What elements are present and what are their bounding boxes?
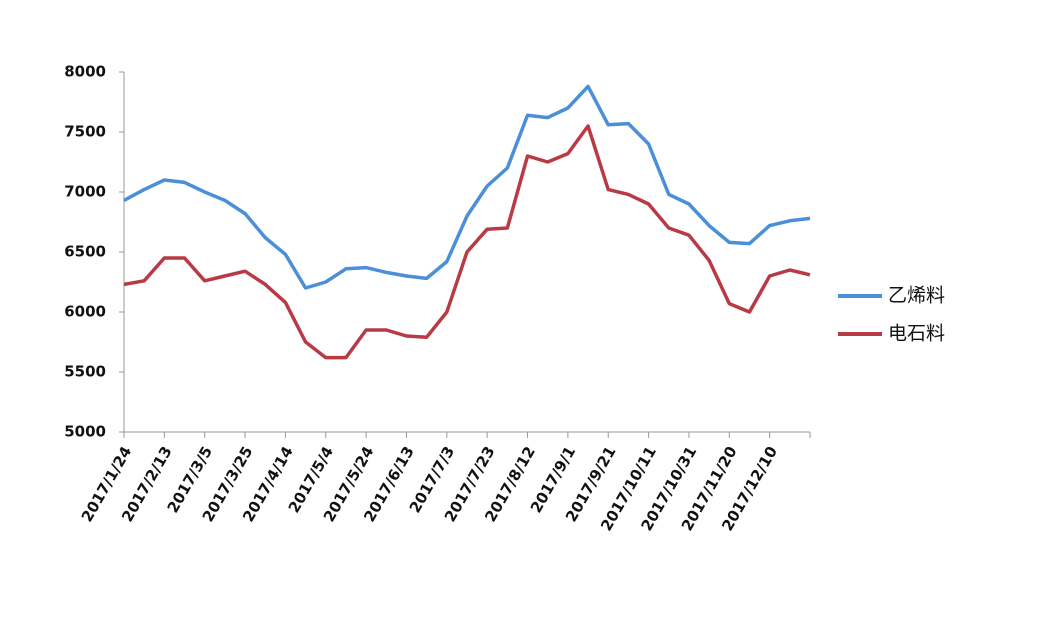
data-line [123,84,811,290]
y-tick-label: 7000 [64,183,106,201]
y-tick-label: 8000 [64,63,106,81]
y-tick-label: 6000 [64,303,106,321]
y-tick-label: 6500 [64,243,106,261]
y-tick-label: 5500 [64,363,106,381]
legend-label: 乙烯料 [888,285,945,307]
legend-label: 电石料 [888,323,945,345]
y-tick-label: 5000 [64,423,106,441]
data-line [123,124,811,360]
y-tick-label: 7500 [64,123,106,141]
